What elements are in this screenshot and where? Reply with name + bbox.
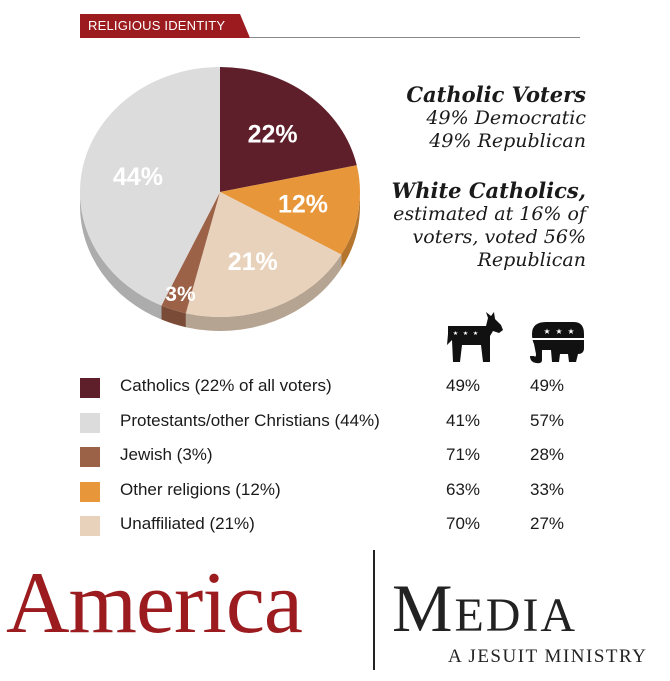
white-catholics-heading: White Catholics, (391, 178, 586, 203)
rep-value: 49% (530, 376, 565, 395)
white-catholics-line-1: estimated at 16% of (393, 203, 586, 225)
white-catholics-summary: White Catholics, estimated at 16% of vot… (392, 178, 586, 272)
rep-value: 33% (530, 479, 565, 499)
dem-value: 41% (446, 410, 481, 430)
swatch-jewish (80, 447, 100, 467)
dem-value: 63% (446, 479, 481, 499)
pie-slice-unaffiliated (185, 192, 342, 317)
row-label: Catholics (22% of all voters) (120, 376, 332, 395)
white-catholics-line-3: Republican (477, 249, 586, 271)
section-header-rule (250, 37, 580, 38)
rep-value: 27% (530, 514, 565, 533)
rep-value: 57% (530, 410, 565, 430)
donkey-icon (447, 312, 503, 362)
table-row-catholics: Catholics (22% of all voters) 49% 49% (80, 374, 600, 409)
logo-tagline: A JESUIT MINISTRY (448, 646, 648, 667)
rep-value: 28% (530, 445, 565, 464)
swatch-catholics (80, 378, 100, 398)
america-media-logo: America Media A JESUIT MINISTRY (0, 548, 670, 681)
swatch-other-religions (80, 481, 100, 502)
catholic-rep-share: 49% Republican (429, 130, 586, 152)
catholic-voters-summary: Catholic Voters 49% Democratic 49% Repub… (406, 82, 586, 153)
pie-side-jewish (161, 305, 186, 328)
row-label: Unaffiliated (21%) (120, 514, 255, 533)
table-row-jewish: Jewish (3%) 71% 28% (80, 443, 600, 478)
logo-divider (373, 550, 375, 670)
dem-value: 70% (446, 514, 481, 533)
pie-label-jewish: 3% (165, 283, 196, 306)
row-label: Protestants/other Christians (44%) (120, 410, 380, 430)
dem-value: 49% (446, 376, 481, 395)
section-header-bar (80, 14, 250, 38)
table-row-other-religions: Other religions (12%) 63% 33% (80, 478, 600, 513)
pie-side-protestants-other-christians (80, 192, 162, 320)
pie-label-other-religions: 12% (278, 191, 328, 219)
catholic-dem-share: 49% Democratic (426, 107, 586, 129)
section-header-label: RELIGIOUS IDENTITY (88, 18, 226, 33)
pie-slice-other-religions (220, 165, 360, 255)
swatch-unaffiliated (80, 516, 100, 536)
table-row-unaffiliated: Unaffiliated (21%) 70% 27% (80, 512, 600, 547)
pie-label-catholics: 22% (248, 121, 298, 149)
swatch-protestants (80, 412, 100, 433)
pie-slice-protestants-other-christians (79, 67, 220, 306)
pie-slice-catholics (220, 67, 357, 192)
row-label: Other religions (12%) (120, 479, 281, 499)
pie-side-other-religions (341, 192, 360, 269)
dem-value: 71% (446, 445, 481, 464)
pie-label-protestants-other-christians: 44% (113, 163, 163, 191)
logo-america-wordmark: America (6, 555, 303, 652)
elephant-icon (530, 322, 584, 364)
religion-pie-chart: 22% 12% 21% 3% 44% (79, 67, 360, 331)
voting-table: Catholics (22% of all voters) 49% 49% Pr… (80, 374, 600, 547)
table-row-protestants: Protestants/other Christians (44%) 41% 5… (80, 409, 600, 444)
pie-label-unaffiliated: 21% (228, 248, 278, 276)
pie-side-unaffiliated (185, 254, 342, 331)
white-catholics-line-2: voters, voted 56% (412, 226, 586, 248)
pie-slice-jewish (161, 192, 220, 314)
section-header: RELIGIOUS IDENTITY (80, 14, 580, 38)
logo-media-wordmark: Media (392, 570, 578, 646)
catholic-voters-heading: Catholic Voters (406, 82, 586, 107)
row-label: Jewish (3%) (120, 445, 213, 464)
